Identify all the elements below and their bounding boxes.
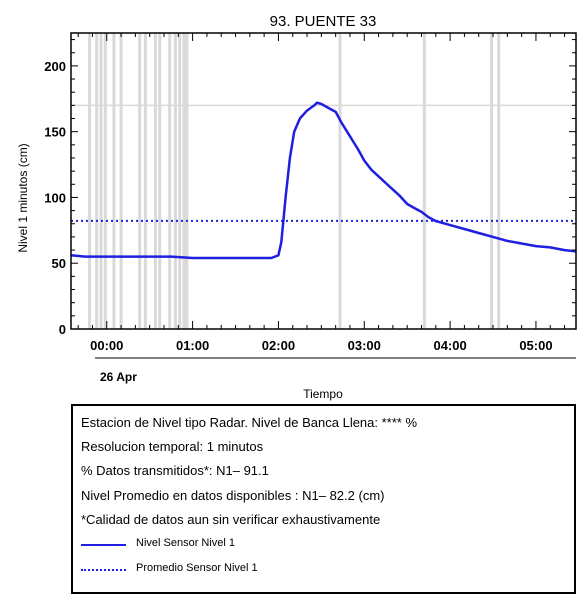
date-label: 26 Apr bbox=[100, 370, 137, 384]
level-series-line bbox=[70, 101, 577, 260]
x-tick-label: 04:00 bbox=[433, 338, 466, 353]
missing-data-band bbox=[112, 33, 116, 329]
level-chart: 93. PUENTE 33 0 50 100 150 200 00:00 01:00 02:… bbox=[16, 13, 577, 401]
chart-title: 93. PUENTE 33 bbox=[270, 13, 377, 30]
x-axis: 00:00 01:00 02:00 03:00 04:00 05:00 bbox=[77, 33, 566, 353]
missing-data-band bbox=[88, 33, 92, 329]
missing-data-band bbox=[168, 33, 172, 329]
y-tick-label: 150 bbox=[44, 125, 66, 140]
plot-frame bbox=[70, 32, 577, 330]
info-average: Nivel Promedio en datos disponibles : N1… bbox=[81, 488, 385, 503]
x-tick-label: 02:00 bbox=[262, 338, 295, 353]
missing-data-band bbox=[422, 33, 426, 329]
y-tick-label: 100 bbox=[44, 190, 66, 205]
missing-data-band bbox=[158, 33, 162, 329]
missing-data-bands bbox=[88, 33, 501, 329]
legend-dotted-label: Promedio Sensor Nivel 1 bbox=[136, 562, 258, 574]
legend-solid-label: Nivel Sensor Nivel 1 bbox=[136, 537, 236, 549]
y-axis-label: Nivel 1 minutos (cm) bbox=[16, 143, 30, 252]
info-transmitted: % Datos transmitidos*: N1– 91.1 bbox=[81, 463, 269, 478]
missing-data-band bbox=[153, 33, 157, 329]
missing-data-band bbox=[99, 33, 103, 329]
missing-data-band bbox=[185, 33, 189, 329]
missing-data-band bbox=[103, 33, 107, 329]
x-tick-label: 03:00 bbox=[348, 338, 381, 353]
info-quality-note: *Calidad de datos aun sin verificar exha… bbox=[81, 512, 381, 527]
info-resolution: Resolucion temporal: 1 minutos bbox=[81, 439, 264, 454]
missing-data-band bbox=[182, 33, 186, 329]
missing-data-band bbox=[178, 33, 182, 329]
info-box: Estacion de Nivel tipo Radar. Nivel de B… bbox=[71, 404, 576, 594]
missing-data-band bbox=[173, 33, 177, 329]
x-tick-label: 00:00 bbox=[90, 338, 123, 353]
x-axis-label: Tiempo bbox=[303, 387, 343, 401]
legend-item-average: Promedio Sensor Nivel 1 bbox=[81, 562, 381, 576]
y-tick-label: 200 bbox=[44, 59, 66, 74]
y-axis: 0 50 100 150 200 bbox=[44, 39, 576, 337]
missing-data-band bbox=[497, 33, 501, 329]
legend-solid-swatch bbox=[81, 544, 126, 546]
y-tick-label: 50 bbox=[52, 256, 66, 271]
missing-data-band bbox=[143, 33, 147, 329]
missing-data-band bbox=[490, 33, 494, 329]
missing-data-band bbox=[138, 33, 142, 329]
x-tick-label: 01:00 bbox=[176, 338, 209, 353]
missing-data-band bbox=[95, 33, 99, 329]
y-tick-label: 0 bbox=[59, 322, 66, 337]
legend-dotted-swatch bbox=[81, 569, 126, 571]
missing-data-band bbox=[119, 33, 123, 329]
info-station: Estacion de Nivel tipo Radar. Nivel de B… bbox=[81, 415, 418, 430]
x-tick-label: 05:00 bbox=[519, 338, 552, 353]
level-series bbox=[70, 101, 577, 260]
legend-item-sensor: Nivel Sensor Nivel 1 bbox=[81, 537, 381, 551]
missing-data-band bbox=[338, 33, 342, 329]
